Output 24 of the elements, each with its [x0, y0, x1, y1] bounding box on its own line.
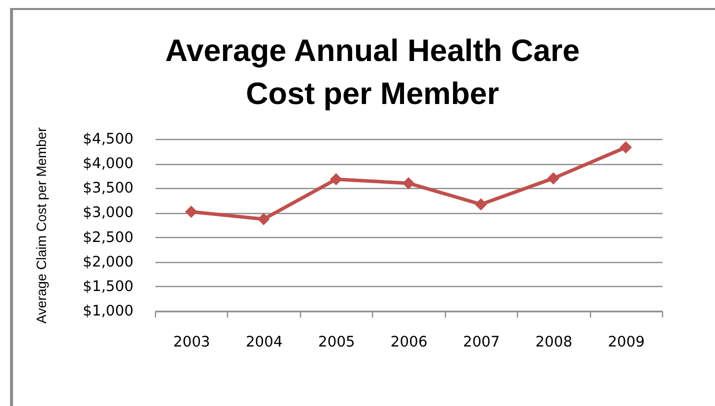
point: [330, 173, 342, 186]
x-tick-label: 2003: [173, 334, 210, 350]
y-tick-label: $3,500: [82, 180, 134, 197]
point: [402, 177, 415, 190]
y-tick-label: $1,500: [82, 278, 134, 295]
x-tick-label: 2004: [246, 334, 283, 350]
y-tick-label: $4,000: [82, 156, 134, 172]
y-axis-title: Average Claim Cost per Member: [34, 126, 49, 324]
x-tick-label: 2006: [390, 334, 428, 350]
point: [258, 212, 270, 226]
y-tick-label: $3,000: [82, 205, 134, 222]
y-tick-label: $2,000: [82, 254, 134, 270]
point: [185, 206, 198, 218]
x-tick-label: 2007: [462, 334, 500, 350]
x-tick-label: 2005: [318, 334, 356, 350]
y-tick-label: $4,500: [82, 132, 134, 148]
x-tick-label: 2009: [608, 334, 645, 350]
x-tick-label: 2008: [535, 334, 572, 350]
y-tick-label: $1,000: [82, 304, 134, 320]
point: [474, 198, 488, 210]
y-tick-label: $2,500: [82, 230, 134, 246]
chart-title: Average Annual Health Care Cost per Member: [165, 32, 580, 111]
point: [620, 141, 632, 154]
point: [547, 172, 560, 184]
